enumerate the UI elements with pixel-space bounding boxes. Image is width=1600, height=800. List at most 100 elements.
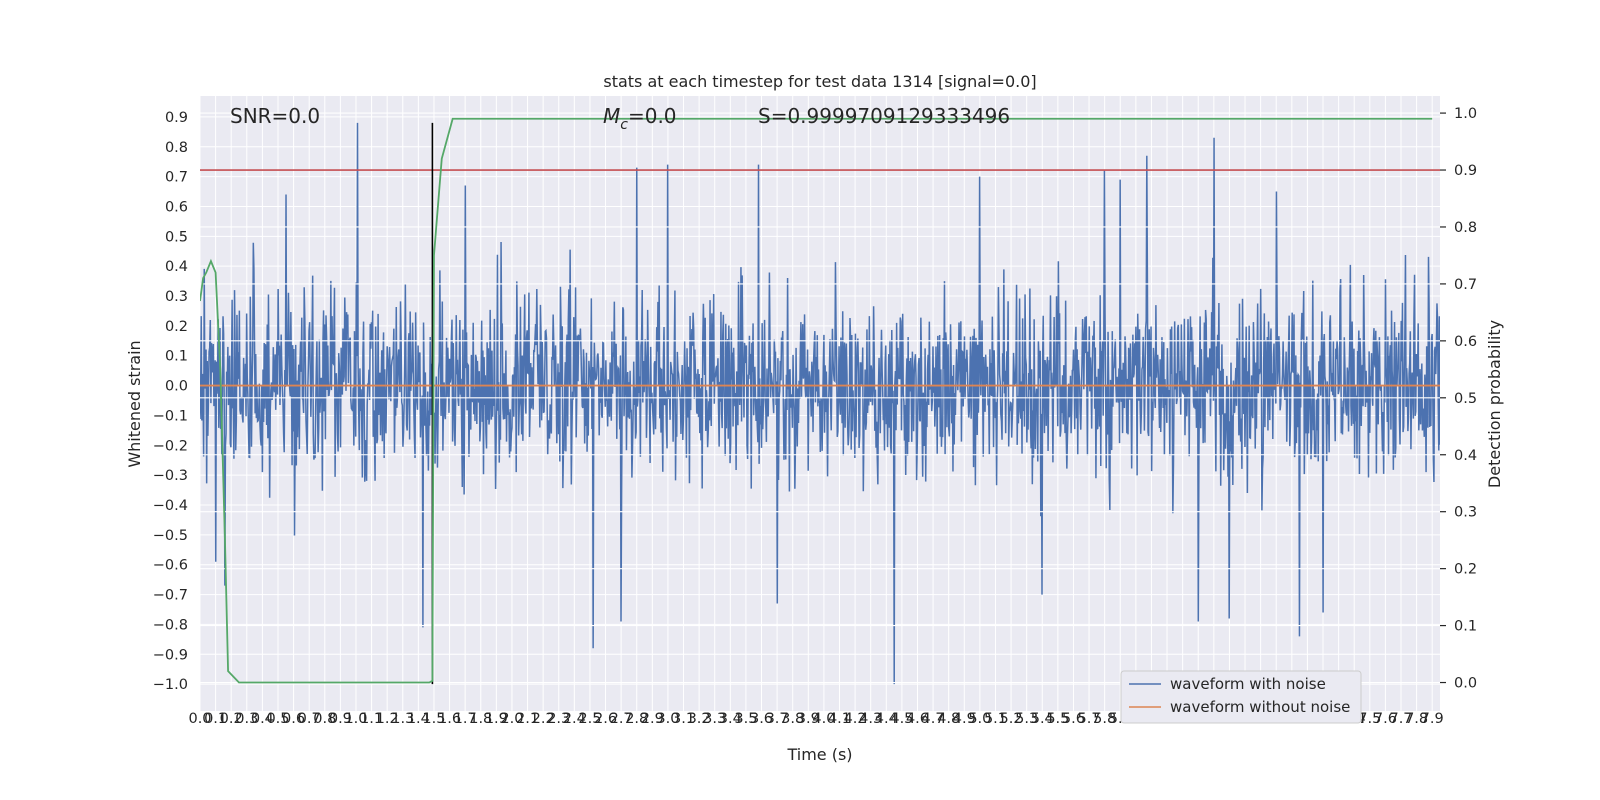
x-tick-label: 4.0 bbox=[812, 711, 835, 727]
x-tick-label: 2.8 bbox=[625, 711, 648, 727]
detection-probability-line bbox=[200, 117, 1433, 684]
x-tick-label: 1.8 bbox=[469, 711, 492, 727]
y-tick-label-right: 1.0 bbox=[1454, 106, 1477, 122]
y-tick-label-right: 0.1 bbox=[1454, 619, 1477, 635]
x-tick-label: 1.6 bbox=[438, 711, 461, 727]
x-tick-label: 4.7 bbox=[922, 711, 945, 727]
y-tick-label-left: −0.9 bbox=[153, 647, 188, 663]
mc-subscript: c bbox=[620, 117, 628, 133]
y-tick-label-left: 0.8 bbox=[165, 140, 188, 156]
x-tick-label: 2.7 bbox=[610, 711, 633, 727]
y-tick-label-right: 0.4 bbox=[1454, 448, 1477, 464]
x-tick-label: 2.9 bbox=[641, 711, 664, 727]
x-tick-label: 0.9 bbox=[329, 711, 352, 727]
x-tick-label: 4.4 bbox=[875, 711, 898, 727]
y-tick-label-left: −0.6 bbox=[153, 558, 188, 574]
x-tick-label: 4.3 bbox=[859, 711, 882, 727]
x-tick-label: 0.3 bbox=[235, 711, 258, 727]
x-tick-label: 2.4 bbox=[563, 711, 586, 727]
legend-noise-label: waveform with noise bbox=[1170, 675, 1326, 693]
x-tick-label: 7.7 bbox=[1389, 711, 1412, 727]
x-tick-label: 5.4 bbox=[1031, 711, 1054, 727]
y-tick-label-left: 0.6 bbox=[165, 199, 188, 215]
x-tick-label: 1.9 bbox=[485, 711, 508, 727]
legend-box bbox=[1120, 670, 1362, 724]
x-tick-label: 5.1 bbox=[984, 711, 1007, 727]
x-tick-label: 2.5 bbox=[578, 711, 601, 727]
snr-annotation: SNR=0.0 bbox=[230, 104, 320, 128]
x-tick-label: 3.0 bbox=[656, 711, 679, 727]
x-tick-label: 2.0 bbox=[500, 711, 523, 727]
y-tick-label-left: −0.1 bbox=[153, 408, 188, 424]
y-tick-label-left: −0.4 bbox=[153, 498, 188, 514]
x-tick-label: 0.6 bbox=[282, 711, 305, 727]
y-tick-label-left: −0.7 bbox=[153, 588, 188, 604]
y-tick-label-right: 0.3 bbox=[1454, 505, 1477, 521]
x-tick-label: 4.6 bbox=[906, 711, 929, 727]
x-tick-label: 2.3 bbox=[547, 711, 570, 727]
y-tick-label-right: 0.7 bbox=[1454, 277, 1477, 293]
x-tick-label: 2.1 bbox=[516, 711, 539, 727]
y-tick-label-left: −0.3 bbox=[153, 468, 188, 484]
x-tick-label: 7.5 bbox=[1358, 711, 1381, 727]
y-tick-label-left: 0.7 bbox=[165, 170, 188, 186]
x-tick-label: 3.6 bbox=[750, 711, 773, 727]
y-tick-label-left: 0.5 bbox=[165, 229, 188, 245]
x-tick-label: 4.9 bbox=[953, 711, 976, 727]
x-tick-label: 1.7 bbox=[454, 711, 477, 727]
x-tick-label: 7.8 bbox=[1405, 711, 1428, 727]
legend-clean-label: waveform without noise bbox=[1170, 698, 1350, 716]
y-tick-label-left: 0.3 bbox=[165, 289, 188, 305]
overlay-layer bbox=[200, 112, 1440, 685]
x-tick-label: 3.2 bbox=[688, 711, 711, 727]
y-tick-label-left: −0.2 bbox=[153, 438, 188, 454]
mc-symbol: M bbox=[603, 104, 620, 128]
x-tick-label: 1.0 bbox=[344, 711, 367, 727]
x-tick-label: 0.2 bbox=[220, 711, 243, 727]
y-tick-label-left: −0.8 bbox=[153, 617, 188, 633]
x-tick-label: 5.7 bbox=[1078, 711, 1101, 727]
x-tick-label: 1.4 bbox=[407, 711, 430, 727]
y-tick-label-left: 0.2 bbox=[165, 319, 188, 335]
y-tick-label-left: 0.9 bbox=[165, 110, 188, 126]
y-tick-label-left: 0.4 bbox=[165, 259, 188, 275]
y-tick-label-left: 0.0 bbox=[165, 379, 188, 395]
x-tick-label: 0.0 bbox=[188, 711, 211, 727]
x-tick-label: 4.1 bbox=[828, 711, 851, 727]
y-tick-label-right: 0.0 bbox=[1454, 676, 1477, 692]
x-tick-label: 3.8 bbox=[781, 711, 804, 727]
x-tick-label: 5.8 bbox=[1093, 711, 1116, 727]
y-tick-label-right: 0.9 bbox=[1454, 163, 1477, 179]
y-tick-label-right: 0.8 bbox=[1454, 220, 1477, 236]
x-tick-label: 5.6 bbox=[1062, 711, 1085, 727]
y-tick-label-left: 0.1 bbox=[165, 349, 188, 365]
x-tick-label: 0.5 bbox=[266, 711, 289, 727]
x-tick-label: 3.1 bbox=[672, 711, 695, 727]
x-tick-label: 3.9 bbox=[797, 711, 820, 727]
x-tick-label: 1.5 bbox=[422, 711, 445, 727]
x-tick-label: 1.2 bbox=[376, 711, 399, 727]
x-tick-label: 1.3 bbox=[391, 711, 414, 727]
y-tick-label-left: −1.0 bbox=[153, 677, 188, 693]
x-tick-label: 0.8 bbox=[313, 711, 336, 727]
y-tick-label-left: −0.5 bbox=[153, 528, 188, 544]
x-tick-label: 5.2 bbox=[1000, 711, 1023, 727]
x-tick-label: 7.6 bbox=[1374, 711, 1397, 727]
legend: waveform with noise waveform without noi… bbox=[1120, 670, 1362, 724]
x-axis-label: Time (s) bbox=[786, 745, 852, 764]
x-tick-label: 0.4 bbox=[251, 711, 274, 727]
x-tick-label: 7.9 bbox=[1421, 711, 1444, 727]
x-tick-label: 4.5 bbox=[890, 711, 913, 727]
x-tick-label: 3.5 bbox=[734, 711, 757, 727]
x-tick-label: 2.6 bbox=[594, 711, 617, 727]
y-tick-label-right: 0.2 bbox=[1454, 562, 1477, 578]
x-tick-label: 3.7 bbox=[766, 711, 789, 727]
y-tick-label-right: 0.5 bbox=[1454, 391, 1477, 407]
y-tick-label-right: 0.6 bbox=[1454, 334, 1477, 350]
x-tick-label: 0.1 bbox=[204, 711, 227, 727]
x-tick-label: 5.3 bbox=[1015, 711, 1038, 727]
x-tick-label: 4.8 bbox=[937, 711, 960, 727]
chart-title: stats at each timestep for test data 131… bbox=[603, 72, 1036, 91]
x-tick-label: 5.0 bbox=[968, 711, 991, 727]
